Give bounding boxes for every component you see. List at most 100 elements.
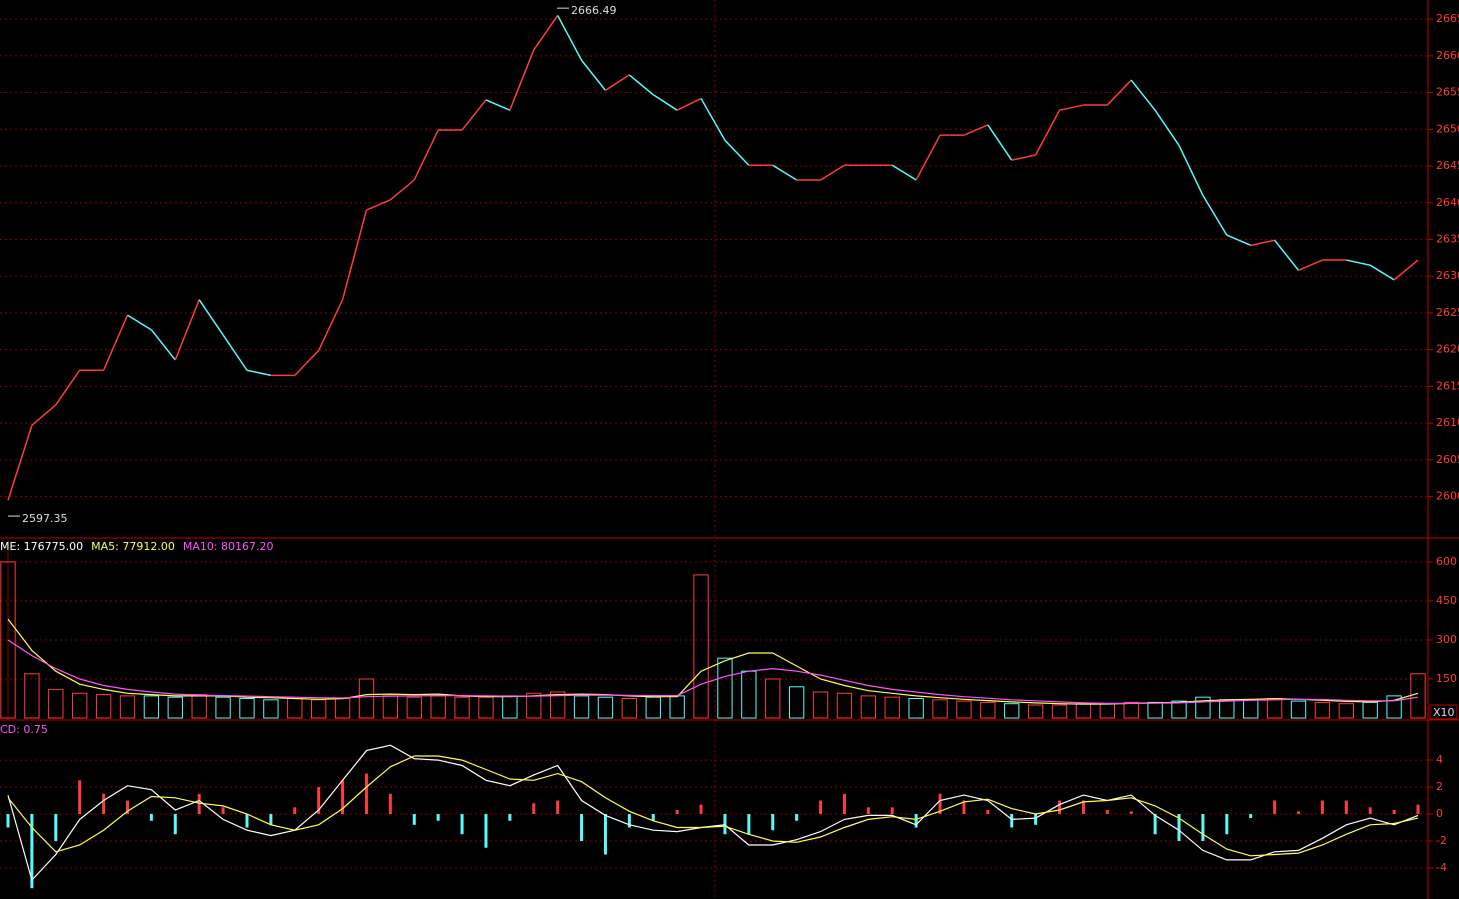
volume-bar	[597, 696, 614, 719]
ma10-line	[7, 639, 1419, 704]
price-segment	[915, 134, 941, 181]
price-segment	[294, 349, 320, 376]
volume-bar	[263, 699, 279, 719]
price-segment	[413, 129, 439, 181]
volume-bar	[884, 696, 900, 719]
volume-bar	[72, 692, 88, 719]
price-segment	[366, 199, 391, 211]
volume-bar	[358, 678, 375, 719]
annotation: 2597.35	[22, 512, 68, 525]
y-tick-label: 2605	[1436, 453, 1459, 466]
y-tick-label: 2635	[1436, 232, 1459, 245]
price-segment	[1059, 104, 1084, 111]
price-segment	[55, 369, 81, 406]
y-tick-label: 2665	[1436, 12, 1459, 25]
y-tick-label: 0	[1436, 807, 1443, 820]
volume-bar	[167, 696, 183, 719]
volume-bar	[812, 691, 829, 719]
volume-bar	[454, 696, 470, 719]
price-segment	[772, 164, 798, 181]
volume-bar	[549, 691, 566, 719]
y-tick-label: -4	[1436, 861, 1447, 874]
price-segment	[987, 124, 1013, 161]
y-tick-label: 300	[1436, 633, 1457, 646]
price-segment	[174, 299, 200, 361]
volume-bar	[526, 692, 542, 719]
legend-entry: CD: 0.75	[0, 723, 48, 736]
volume-bar	[956, 700, 972, 719]
volume-bar	[1314, 701, 1331, 719]
price-segment	[1346, 259, 1371, 266]
price-segment	[1034, 109, 1061, 156]
price-segment	[127, 314, 152, 331]
y-tick-label: 2600	[1436, 490, 1459, 503]
price-segment	[1393, 259, 1419, 281]
unit-box	[1429, 704, 1458, 720]
y-tick-label: 2645	[1436, 159, 1459, 172]
y-tick-label: 2625	[1436, 306, 1459, 319]
volume-bar	[621, 697, 638, 719]
price-segment	[580, 59, 607, 91]
y-tick-label: -2	[1436, 834, 1447, 847]
volume-bar	[1195, 696, 1211, 719]
volume-bar	[836, 692, 853, 719]
price-segment	[1226, 234, 1252, 247]
price-segment	[1178, 145, 1204, 196]
price-segment	[1298, 259, 1323, 272]
volume-bar	[24, 673, 40, 719]
price-segment	[31, 404, 57, 426]
price-segment	[676, 97, 702, 111]
volume-bar	[1386, 695, 1402, 719]
price-segment	[820, 164, 845, 181]
volume-bar	[573, 695, 590, 719]
volume-bar	[119, 695, 136, 719]
unit-label: X10	[1433, 706, 1455, 719]
volume-bar	[95, 694, 112, 719]
volume-bar	[932, 699, 948, 719]
volume-bar	[765, 678, 781, 719]
price-segment	[533, 14, 559, 51]
price-segment	[389, 179, 415, 201]
y-tick-label: 2655	[1436, 86, 1459, 99]
legend-entry: MA5: 77912.00	[91, 540, 175, 553]
price-segment	[1011, 154, 1036, 161]
price-segment	[7, 425, 33, 501]
y-tick-label: 2615	[1436, 379, 1459, 392]
annotation: 2666.49	[571, 4, 617, 17]
y-tick-label: 450	[1436, 594, 1457, 607]
price-segment	[1369, 264, 1395, 281]
price-segment	[341, 209, 368, 300]
volume-bar	[980, 701, 996, 719]
y-tick-label: 2640	[1436, 196, 1459, 209]
price-segment	[1250, 239, 1275, 247]
price-segment	[1154, 109, 1180, 146]
volume-bar	[788, 686, 805, 719]
y-tick-label: 150	[1436, 672, 1457, 685]
price-segment	[605, 74, 630, 91]
price-segment	[509, 49, 535, 111]
price-segment	[1274, 239, 1300, 271]
price-segment	[628, 74, 654, 96]
y-tick-label: 2660	[1436, 49, 1459, 62]
price-segment	[150, 329, 176, 361]
volume-bar	[1004, 703, 1020, 719]
volume-bar	[406, 696, 422, 719]
volume-bar	[1290, 700, 1307, 719]
price-segment	[317, 299, 344, 351]
legend-entry: ME: 176775.00	[0, 540, 83, 553]
volume-bar	[215, 696, 231, 719]
price-segment	[891, 164, 917, 181]
price-segment	[198, 299, 224, 336]
volume-bar	[48, 688, 64, 719]
price-segment	[246, 369, 272, 377]
y-tick-label: 4	[1436, 753, 1443, 766]
price-segment	[102, 314, 129, 371]
dif-line	[7, 744, 1419, 882]
volume-bar	[1123, 701, 1139, 719]
y-tick-label: 2	[1436, 780, 1443, 793]
price-segment	[461, 99, 487, 131]
price-segment	[700, 98, 726, 141]
y-tick-label: 2630	[1436, 269, 1459, 282]
dea-line	[7, 755, 1419, 857]
